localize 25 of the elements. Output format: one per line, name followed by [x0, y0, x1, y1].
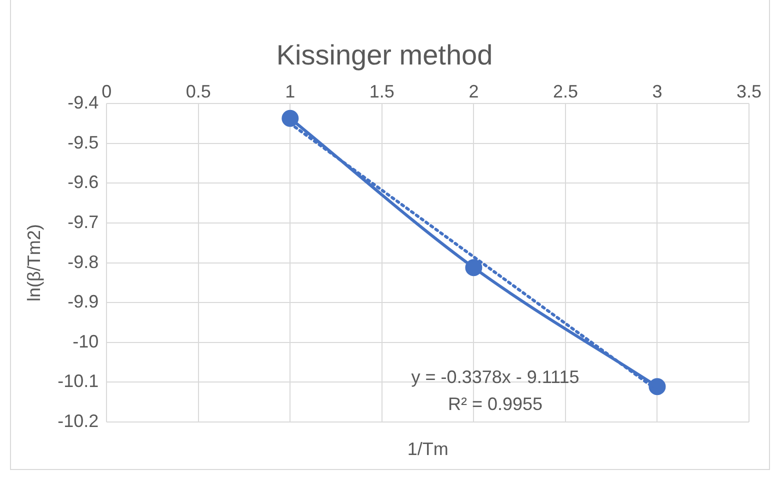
- point: [465, 259, 482, 276]
- chart-title: Kissinger method: [276, 40, 493, 71]
- y-tick-label: -9.6: [68, 172, 99, 192]
- y-tick-label: -9.7: [68, 212, 99, 232]
- y-tick-label: -9.4: [68, 92, 99, 113]
- x-tick-label: 3: [652, 81, 662, 102]
- x-tick-label: 1: [285, 81, 296, 102]
- y-tick-label: -10.2: [58, 410, 99, 431]
- x-axis-title: 1/Tm: [407, 438, 448, 459]
- y-tick-label: -9.8: [68, 252, 99, 272]
- x-tick-label: 2.5: [552, 81, 578, 102]
- x-tick-label: 0: [102, 81, 112, 102]
- x-tick-label: 3.5: [736, 81, 762, 102]
- x-tick-label: 0.5: [186, 81, 211, 102]
- point: [648, 378, 666, 396]
- y-axis-title: ln(β/Tm2): [24, 224, 44, 302]
- y-tick-label: -9.9: [68, 292, 99, 312]
- annotation: R² = 0.9955: [448, 394, 543, 414]
- y-tick-label: -10.1: [58, 371, 99, 392]
- x-tick-label: 1.5: [369, 81, 394, 102]
- y-tick-label: -10: [72, 331, 99, 352]
- y-tick-label: -9.5: [68, 132, 99, 152]
- point: [282, 110, 299, 127]
- x-tick-label: 2: [468, 81, 479, 102]
- annotation: y = -0.3378x - 9.1115: [411, 366, 580, 387]
